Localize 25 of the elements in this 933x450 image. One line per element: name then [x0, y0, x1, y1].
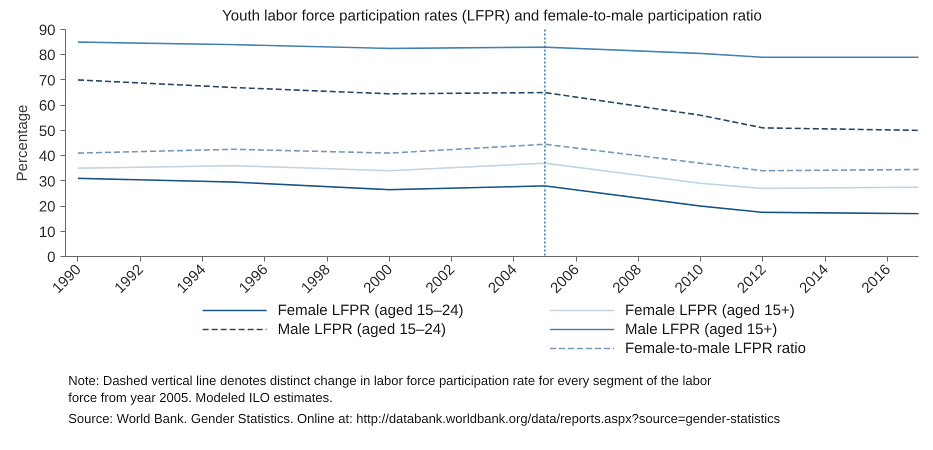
y-tick-label: 60 — [38, 98, 56, 115]
y-tick-label: 80 — [38, 47, 56, 64]
chart-title: Youth labor force participation rates (LFPR) and female-to-male participation ratio — [222, 8, 762, 24]
text: Note: Dashed vertical line denotes distinct change in labor force participation rate for every segment of the labor — [68, 373, 712, 388]
y-tick-label: 30 — [38, 173, 56, 190]
line-series — [77, 143, 918, 172]
legend-label: Female LFPR (aged 15–24) — [278, 302, 464, 319]
y-tick-label: 20 — [38, 198, 56, 216]
y-tick-label: 70 — [38, 72, 56, 90]
y-tick-label: 90 — [38, 22, 56, 39]
y-tick-label: 40 — [38, 148, 56, 166]
line-series — [77, 178, 918, 214]
legend-label: Female LFPR (aged 15+) — [625, 302, 795, 319]
y-tick-label: 10 — [38, 224, 56, 241]
line-series — [77, 162, 918, 190]
line-series — [77, 41, 918, 58]
line-series — [77, 79, 918, 132]
legend-label: Male LFPR (aged 15+) — [625, 321, 778, 338]
text: force from year 2005. Modeled ILO estimates. — [68, 390, 333, 405]
y-tick-label: 50 — [38, 122, 56, 140]
legend-label: Female-to-male LFPR ratio — [625, 340, 806, 357]
legend-label: Male LFPR (aged 15–24) — [278, 321, 446, 338]
y-tick-label: 0 — [47, 249, 56, 266]
y-axis-title: Percentage — [14, 104, 31, 182]
source-note: Source: World Bank. Gender Statistics. Online at: http://databank.worldbank.org/data/reports.aspx?source=gender-statistics — [68, 411, 781, 426]
